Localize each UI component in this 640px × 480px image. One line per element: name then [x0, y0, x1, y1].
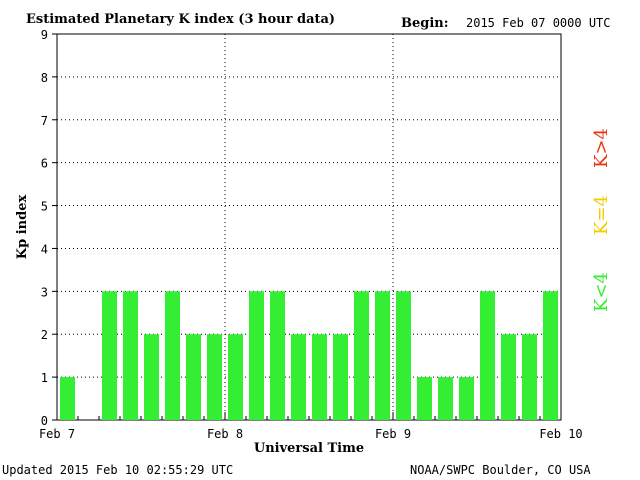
y-axis-label: Kp index: [15, 195, 30, 260]
begin-label: Begin:: [401, 16, 449, 31]
legend-k-below-4: K<4: [591, 272, 612, 312]
kp-bar: [333, 334, 348, 420]
kp-bar: [186, 334, 201, 420]
y-tick-label: 2: [41, 328, 48, 342]
y-ticks: 0 1 2 3 4 5 6 7 8 9: [41, 28, 57, 428]
kp-bar: [291, 334, 306, 420]
kp-bar: [543, 291, 558, 420]
kp-bar: [123, 291, 138, 420]
kp-bar: [354, 291, 369, 420]
y-tick-label: 9: [41, 28, 48, 42]
kp-bar: [102, 291, 117, 420]
y-tick-label: 0: [41, 414, 48, 428]
kp-bar: [459, 377, 474, 420]
updated-timestamp: Updated 2015 Feb 10 02:55:29 UTC: [2, 463, 233, 477]
x-ticks: Feb 7 Feb 8 Feb 9 Feb 10: [39, 412, 583, 441]
kp-bar: [144, 334, 159, 420]
kp-bar: [60, 377, 75, 420]
kp-bar: [249, 291, 264, 420]
y-tick-label: 6: [41, 157, 48, 171]
kp-bar: [480, 291, 495, 420]
y-tick-label: 7: [41, 114, 48, 128]
kp-bar: [396, 291, 411, 420]
x-tick-label: Feb 10: [539, 427, 582, 441]
begin-value: 2015 Feb 07 0000 UTC: [466, 16, 611, 30]
kp-bar: [501, 334, 516, 420]
x-tick-label: Feb 9: [375, 427, 411, 441]
x-tick-label: Feb 7: [39, 427, 75, 441]
kp-bar: [522, 334, 537, 420]
kp-bar: [438, 377, 453, 420]
x-axis-label: Universal Time: [254, 441, 364, 456]
kp-bar: [207, 334, 222, 420]
y-tick-label: 5: [41, 200, 48, 214]
kp-bar: [228, 334, 243, 420]
legend-k-equal-4: K=4: [591, 195, 612, 235]
data-source: NOAA/SWPC Boulder, CO USA: [410, 463, 591, 477]
kp-bar: [165, 291, 180, 420]
kp-bar: [417, 377, 432, 420]
chart-title: Estimated Planetary K index (3 hour data…: [26, 12, 335, 27]
y-tick-label: 8: [41, 71, 48, 85]
x-tick-label: Feb 8: [207, 427, 243, 441]
kp-bar: [270, 291, 285, 420]
y-tick-label: 3: [41, 285, 48, 299]
legend-k-above-4: K>4: [591, 128, 612, 168]
kp-bar: [375, 291, 390, 420]
kp-bar: [312, 334, 327, 420]
bars: [60, 291, 558, 420]
y-tick-label: 4: [41, 242, 48, 256]
grid-lines: [57, 33, 561, 420]
y-tick-label: 1: [41, 371, 48, 385]
